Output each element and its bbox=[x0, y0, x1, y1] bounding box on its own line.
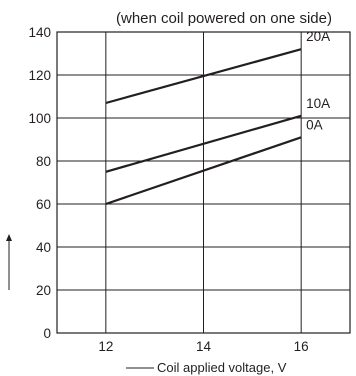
y-tick-label-0: 0 bbox=[43, 326, 51, 341]
y-tick-label-100: 100 bbox=[28, 111, 51, 126]
y-axis-arrow bbox=[6, 234, 12, 290]
y-tick-label-80: 80 bbox=[36, 154, 51, 169]
x-tick-label-14: 14 bbox=[196, 339, 212, 354]
series-line-20A bbox=[105, 48, 302, 105]
x-tick-labels: 12 14 16 bbox=[98, 339, 308, 354]
x-axis-label: Coil applied voltage, V bbox=[157, 360, 287, 375]
y-tick-label-140: 140 bbox=[28, 25, 51, 40]
y-tick-label-20: 20 bbox=[36, 283, 51, 298]
series-label-20A: 20A bbox=[306, 29, 330, 44]
series-lines: 20A 10A 0A bbox=[105, 29, 330, 206]
x-tick-label-16: 16 bbox=[294, 339, 309, 354]
series-label-0A: 0A bbox=[306, 117, 323, 132]
chart-title: (when coil powered on one side) bbox=[116, 10, 332, 27]
series-line-10A bbox=[105, 114, 302, 173]
y-tick-label-40: 40 bbox=[36, 240, 51, 255]
x-axis-label-group: Coil applied voltage, V bbox=[126, 360, 287, 375]
y-tick-label-60: 60 bbox=[36, 197, 51, 212]
y-tick-labels: 0 20 40 60 80 100 120 140 bbox=[28, 25, 51, 341]
y-tick-label-120: 120 bbox=[28, 68, 51, 83]
x-tick-label-12: 12 bbox=[98, 339, 113, 354]
series-label-10A: 10A bbox=[306, 96, 330, 111]
plot-frame bbox=[56, 31, 351, 334]
series-line-0A bbox=[105, 136, 302, 206]
